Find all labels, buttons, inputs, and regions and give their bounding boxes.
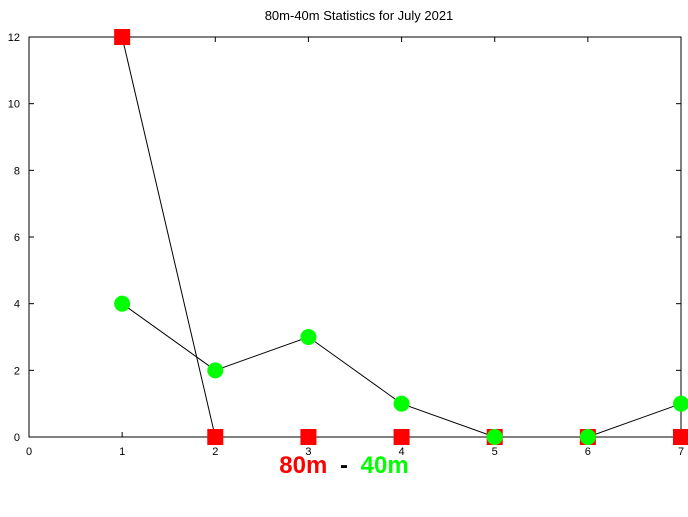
- point-80m: [673, 429, 688, 445]
- y-tick-label: 8: [14, 165, 20, 177]
- chart-title: 80m-40m Statistics for July 2021: [265, 8, 454, 23]
- x-tick-label: 3: [305, 446, 311, 458]
- point-40m: [673, 395, 688, 412]
- y-tick-label: 12: [8, 32, 20, 44]
- y-tick-label: 0: [14, 432, 20, 444]
- point-40m: [486, 429, 503, 445]
- series-layer: [114, 29, 688, 445]
- x-tick-label: 5: [492, 446, 498, 458]
- legend-40m: 40m: [360, 452, 409, 479]
- legend-separator: -: [340, 452, 348, 479]
- plot-frame: [28, 36, 682, 438]
- y-tick-label: 2: [14, 365, 20, 377]
- x-tick-label: 1: [119, 446, 125, 458]
- point-80m: [114, 29, 131, 45]
- legend-80m: 80m: [279, 452, 328, 479]
- point-40m: [207, 362, 224, 379]
- point-40m: [300, 329, 317, 345]
- point-80m: [393, 429, 410, 445]
- y-tick-label: 10: [8, 99, 20, 111]
- series-line-80m: [121, 36, 681, 438]
- point-40m: [114, 295, 131, 312]
- x-tick-label: 7: [678, 446, 684, 458]
- x-tick-label: 6: [585, 446, 591, 458]
- point-80m: [300, 429, 317, 445]
- point-40m: [579, 429, 596, 445]
- x-tick-label: 4: [399, 446, 405, 458]
- point-40m: [393, 395, 410, 412]
- y-tick-label: 4: [14, 299, 20, 311]
- x-tick-label: 0: [26, 446, 32, 458]
- series-line-40m: [121, 303, 682, 438]
- point-80m: [207, 429, 224, 445]
- x-tick-label: 2: [212, 446, 218, 458]
- y-tick-label: 6: [14, 232, 20, 244]
- legend: 80m - 40m: [0, 452, 688, 480]
